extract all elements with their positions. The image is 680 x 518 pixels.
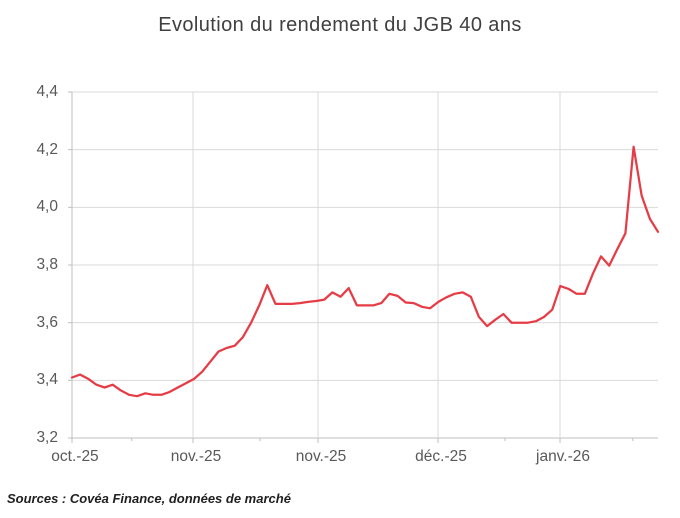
x-axis-tick-label: janv.-26 (536, 448, 590, 465)
y-axis-tick-label: 3,2 (36, 429, 58, 446)
y-axis-tick-label: 4,4 (36, 83, 58, 100)
source-note: Sources : Covéa Finance, données de marc… (7, 491, 291, 506)
chart-title: Evolution du rendement du JGB 40 ans (158, 14, 522, 36)
yield-series-line (70, 145, 660, 398)
x-axis-tick-label: déc.-25 (415, 448, 467, 465)
x-axis-tick-label: nov.-25 (295, 448, 347, 465)
y-axis-tick-label: 3,6 (36, 313, 58, 331)
y-axis-tick-label: 4,0 (36, 198, 58, 216)
x-axis-tick-label: oct.-25 (51, 448, 99, 465)
y-axis-tick-label: 4,2 (36, 140, 58, 158)
y-axis-tick-label: 3,8 (36, 256, 58, 273)
x-axis-tick-label: nov.-25 (170, 448, 222, 465)
y-axis-tick-label: 3,4 (36, 371, 58, 389)
